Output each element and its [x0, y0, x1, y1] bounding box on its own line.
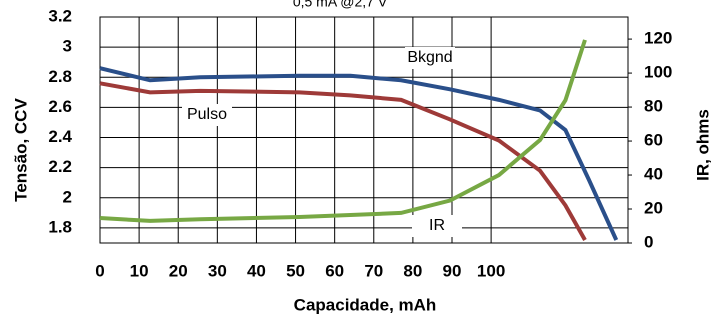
series-line	[99, 66, 619, 241]
chart-subtitle: 0,5 mA @2,7 V	[293, 0, 388, 10]
y2-tick-label: 0	[644, 232, 653, 251]
y2-tick-label: 60	[644, 131, 663, 150]
series-label: IR	[429, 217, 445, 234]
series-label-bg	[412, 215, 462, 237]
x-tick-label: 0	[95, 261, 104, 280]
y-tick-label: 2	[63, 187, 72, 206]
y-tick-label: 2.4	[48, 127, 72, 146]
y2-tick-label: 80	[644, 97, 663, 116]
x-tick-label: 90	[443, 261, 462, 280]
y2-tick-label: 20	[644, 198, 663, 217]
x-axis-title: Capacidade, mAh	[294, 295, 437, 314]
y2-axis-title: IR, ohms	[693, 109, 712, 181]
x-tick-label: 70	[364, 261, 383, 280]
x-tick-label: 40	[247, 261, 266, 280]
y-tick-label: 2.6	[48, 97, 72, 116]
y2-tick-label: 100	[644, 63, 672, 82]
x-tick-label: 60	[325, 261, 344, 280]
y-tick-label: 3	[63, 37, 72, 56]
x-tick-label: 10	[130, 261, 149, 280]
series-label-bg	[182, 104, 232, 126]
x-tick-label: 80	[403, 261, 422, 280]
y2-tick-label: 120	[644, 29, 672, 48]
x-tick-label: 20	[169, 261, 188, 280]
y-tick-label: 2.2	[48, 157, 72, 176]
x-tick-label: 100	[477, 261, 505, 280]
series-line	[99, 81, 587, 241]
y-tick-label: 2.8	[48, 67, 72, 86]
series-label: Bkgnd	[407, 49, 452, 66]
x-tick-label: 30	[208, 261, 227, 280]
x-tick-label: 50	[286, 261, 305, 280]
y-tick-label: 3.2	[48, 6, 72, 25]
y-axis-title: Tensão, CCV	[11, 98, 30, 202]
series-line	[99, 39, 587, 223]
series-label-bg	[405, 47, 455, 69]
y2-tick-label: 40	[644, 165, 663, 184]
y-tick-label: 1.8	[48, 217, 72, 236]
series-label: Pulso	[187, 106, 227, 123]
plot-frame	[99, 16, 629, 244]
